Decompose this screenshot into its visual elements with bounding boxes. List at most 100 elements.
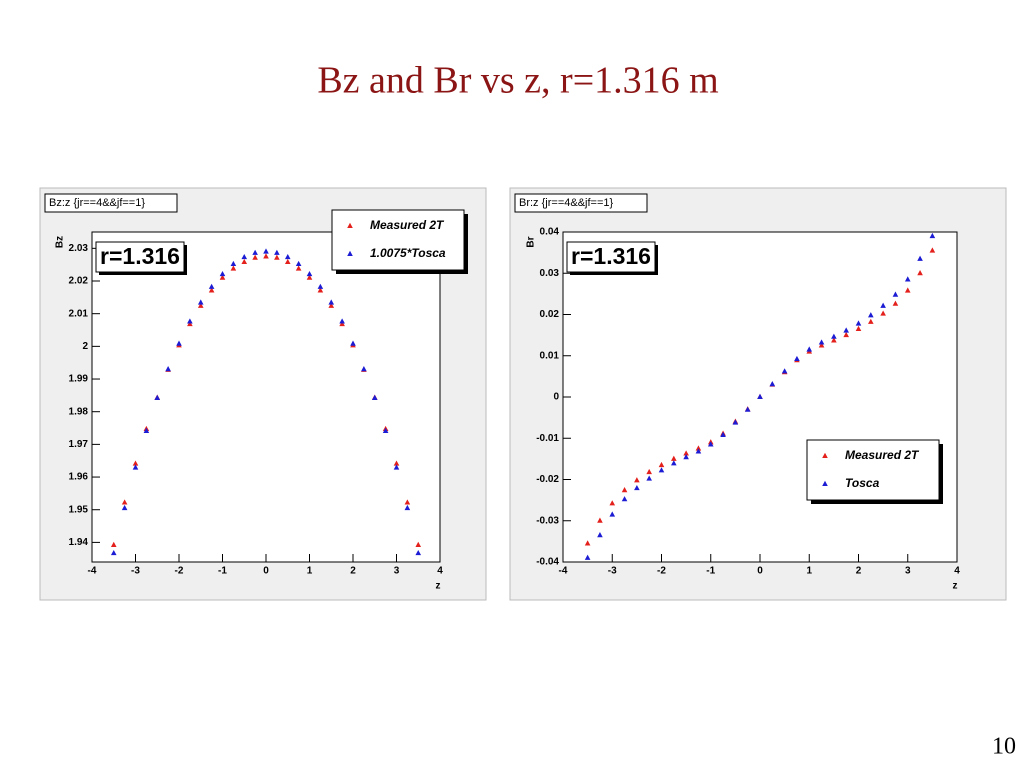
data-point bbox=[110, 541, 117, 548]
data-point bbox=[584, 554, 591, 560]
data-point bbox=[880, 302, 886, 308]
x-tick-label: 2 bbox=[350, 566, 356, 577]
data-point bbox=[831, 337, 837, 343]
data-point bbox=[621, 496, 628, 502]
data-point bbox=[208, 283, 215, 289]
data-point bbox=[284, 253, 291, 260]
data-point bbox=[658, 467, 665, 473]
data-point bbox=[393, 464, 400, 470]
y-tick-label: 1.95 bbox=[69, 504, 89, 515]
data-point bbox=[371, 394, 378, 400]
y-tick-label: 0.01 bbox=[540, 350, 560, 361]
data-point bbox=[274, 249, 280, 255]
x-tick-label: -4 bbox=[559, 566, 568, 577]
legend-marker bbox=[822, 452, 828, 458]
data-point bbox=[187, 318, 193, 324]
x-axis-label: z bbox=[953, 581, 958, 592]
data-point bbox=[132, 464, 139, 470]
y-tick-label: -0.04 bbox=[536, 557, 559, 568]
x-tick-label: 0 bbox=[757, 566, 763, 577]
data-point bbox=[361, 366, 367, 372]
y-tick-label: 1.98 bbox=[69, 406, 89, 417]
x-tick-label: 1 bbox=[806, 566, 812, 577]
stats-label: Br:z {jr==4&&jf==1} bbox=[519, 197, 613, 209]
data-point bbox=[382, 427, 389, 433]
y-tick-label: -0.02 bbox=[536, 474, 559, 485]
x-tick-label: 3 bbox=[905, 566, 911, 577]
y-tick-label: 2.03 bbox=[69, 243, 89, 254]
data-point bbox=[929, 247, 936, 253]
data-point bbox=[339, 318, 345, 324]
data-point bbox=[404, 504, 411, 511]
data-point bbox=[757, 393, 763, 399]
data-point bbox=[415, 549, 422, 556]
data-point bbox=[230, 265, 237, 271]
y-tick-label: -0.03 bbox=[536, 515, 559, 526]
y-tick-label: 0.03 bbox=[540, 268, 560, 279]
data-point bbox=[219, 274, 226, 280]
data-point bbox=[929, 232, 936, 239]
data-point bbox=[695, 448, 702, 454]
stats-box bbox=[514, 193, 648, 213]
x-tick-label: -2 bbox=[657, 566, 666, 577]
x-tick-label: -3 bbox=[131, 566, 140, 577]
data-point bbox=[868, 318, 874, 324]
data-point bbox=[263, 248, 269, 254]
data-point bbox=[110, 549, 117, 556]
data-point bbox=[695, 445, 702, 451]
data-point bbox=[295, 265, 302, 271]
x-tick-label: 3 bbox=[394, 566, 400, 577]
data-point bbox=[855, 325, 862, 331]
y-tick-label: 0.02 bbox=[540, 309, 560, 320]
legend-label: Measured 2T bbox=[845, 448, 920, 462]
data-point bbox=[818, 339, 825, 345]
y-tick-label: 2 bbox=[82, 341, 88, 352]
x-tick-label: 2 bbox=[856, 566, 862, 577]
data-point bbox=[831, 333, 837, 339]
data-point bbox=[274, 254, 280, 260]
data-point bbox=[634, 484, 640, 491]
x-tick-label: -2 bbox=[175, 566, 184, 577]
data-point bbox=[646, 475, 652, 481]
data-point bbox=[154, 394, 161, 400]
data-point bbox=[241, 258, 248, 265]
data-point bbox=[868, 312, 874, 318]
data-point bbox=[284, 258, 291, 265]
data-point bbox=[415, 541, 422, 548]
data-point bbox=[646, 468, 652, 475]
y-tick-label: 2.02 bbox=[69, 276, 89, 287]
data-point bbox=[892, 300, 899, 306]
data-point bbox=[732, 419, 739, 425]
data-point bbox=[843, 327, 849, 333]
data-point bbox=[781, 368, 788, 374]
data-point bbox=[794, 355, 800, 362]
data-point bbox=[917, 255, 923, 261]
data-point bbox=[252, 254, 258, 260]
stats-box bbox=[44, 193, 178, 213]
data-point bbox=[306, 270, 313, 277]
data-point bbox=[818, 342, 825, 348]
data-point bbox=[230, 260, 237, 267]
data-point bbox=[597, 517, 603, 523]
annotation: r=1.316 bbox=[571, 243, 651, 269]
data-point bbox=[855, 320, 862, 326]
y-tick-label: 1.96 bbox=[69, 472, 89, 483]
data-point bbox=[176, 340, 182, 346]
data-point bbox=[683, 450, 689, 456]
x-tick-label: -1 bbox=[706, 566, 715, 577]
data-point bbox=[121, 499, 128, 505]
data-point bbox=[621, 487, 628, 493]
data-point bbox=[843, 331, 849, 338]
data-point bbox=[339, 320, 345, 327]
data-point bbox=[317, 283, 324, 289]
data-point bbox=[121, 504, 128, 511]
data-point bbox=[219, 270, 226, 277]
data-point bbox=[404, 499, 411, 505]
page-number: 10 bbox=[992, 734, 1016, 760]
legend-label: Tosca bbox=[845, 476, 880, 490]
data-point bbox=[917, 270, 923, 276]
data-point bbox=[744, 406, 751, 412]
x-tick-label: -4 bbox=[88, 566, 97, 577]
